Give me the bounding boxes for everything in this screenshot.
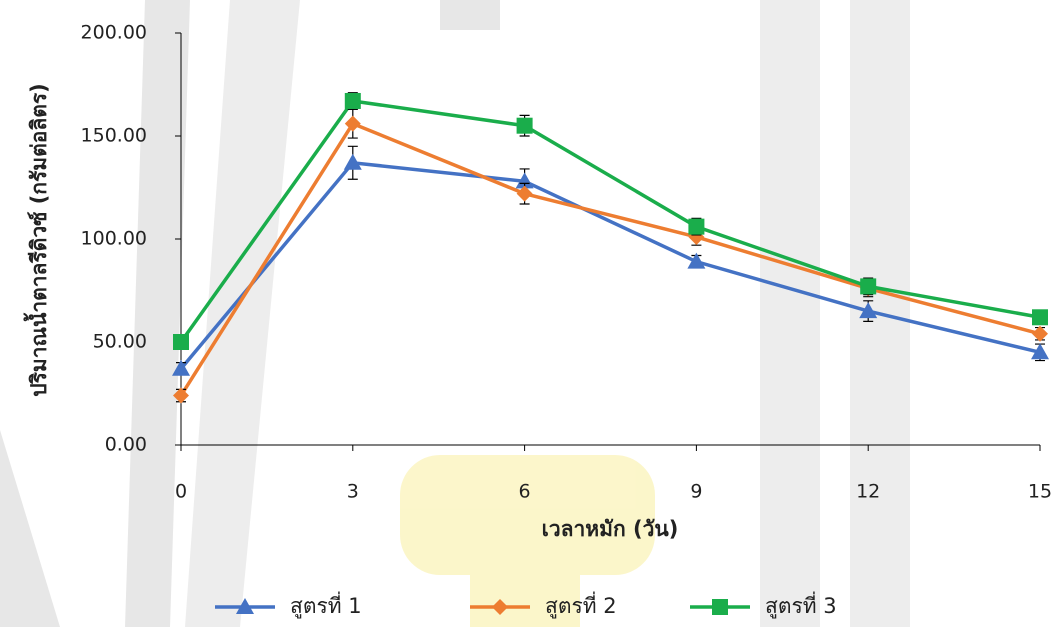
marker bbox=[1032, 325, 1048, 342]
x-tick-label: 3 bbox=[347, 481, 359, 503]
marker bbox=[859, 302, 878, 319]
x-tick-label: 6 bbox=[519, 481, 531, 503]
series-line bbox=[179, 99, 1041, 344]
series-line bbox=[179, 121, 1041, 397]
marker bbox=[173, 334, 189, 350]
marker bbox=[860, 278, 877, 295]
marker bbox=[688, 218, 705, 235]
y-tick-label: 50.00 bbox=[93, 331, 147, 353]
marker bbox=[516, 185, 533, 202]
y-tick-label: 200.00 bbox=[81, 22, 147, 44]
marker bbox=[516, 117, 533, 134]
watermark bbox=[0, 0, 910, 627]
marker bbox=[236, 598, 254, 614]
x-tick-label: 15 bbox=[1028, 481, 1052, 503]
marker bbox=[515, 172, 534, 189]
marker bbox=[1031, 343, 1049, 360]
y-tick-label: 0.00 bbox=[105, 434, 147, 456]
x-axis-title: เวลาหมัก (วัน) bbox=[542, 517, 679, 541]
marker bbox=[687, 252, 706, 269]
marker bbox=[712, 599, 728, 615]
legend-label: สูตรที่ 1 bbox=[290, 591, 362, 619]
y-axis-title: ปริมาณน้ำตาลรีดิวซ์ (กรัมต่อลิตร) bbox=[23, 83, 51, 397]
y-tick-label: 100.00 bbox=[81, 228, 147, 250]
marker bbox=[343, 153, 362, 170]
x-tick-label: 0 bbox=[175, 481, 187, 503]
marker bbox=[344, 92, 361, 109]
marker bbox=[492, 599, 508, 615]
x-tick-label: 9 bbox=[690, 481, 702, 503]
marker bbox=[172, 359, 190, 376]
marker bbox=[173, 387, 189, 404]
x-tick-label: 12 bbox=[856, 481, 880, 503]
series-line bbox=[179, 160, 1041, 370]
marker bbox=[1032, 309, 1048, 326]
legend-label: สูตรที่ 3 bbox=[765, 591, 837, 619]
legend-label: สูตรที่ 2 bbox=[545, 591, 617, 619]
marker bbox=[344, 115, 361, 132]
y-tick-label: 150.00 bbox=[81, 125, 147, 147]
